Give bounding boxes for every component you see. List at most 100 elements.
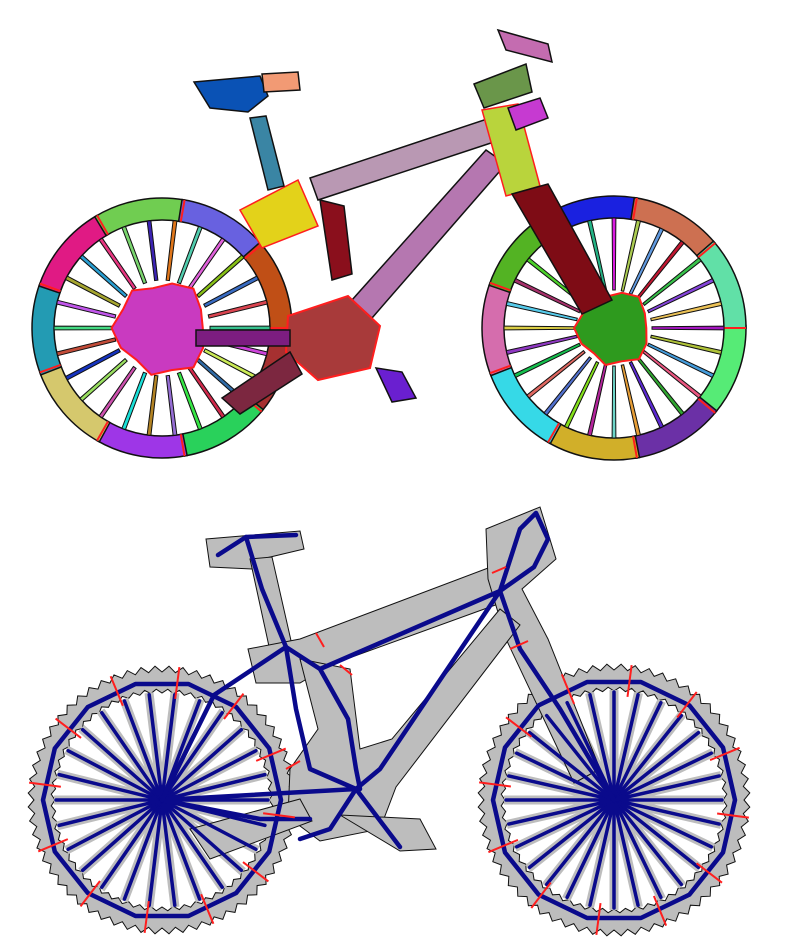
rear-spoke <box>165 374 178 436</box>
front-tire-boundary <box>489 364 511 375</box>
front-boundary-mark <box>695 862 723 884</box>
rear-spoke <box>146 374 159 436</box>
front-spoke <box>642 257 702 307</box>
front-spoke-skeleton <box>514 751 616 802</box>
handlebar-end <box>496 28 553 64</box>
rear-boundary-mark <box>29 781 61 788</box>
front-spoke-skeleton <box>514 798 616 849</box>
seat-post <box>249 115 285 191</box>
front-tire-boundary <box>632 197 638 220</box>
rear-spoke-skeleton <box>122 798 164 901</box>
rear-tire-boundary <box>39 282 61 293</box>
rear-spoke-skeleton <box>160 798 177 907</box>
rear-boundary-mark <box>174 667 181 699</box>
rear-spoke-skeleton <box>147 693 164 802</box>
rear-spoke-skeleton <box>160 711 224 802</box>
rear-spoke <box>79 254 128 299</box>
rear-spoke-skeleton <box>100 711 164 802</box>
stem <box>473 62 533 109</box>
frame-skeleton-edge <box>159 644 289 803</box>
front-spoke-skeleton <box>565 798 616 900</box>
frame-silhouette <box>189 798 313 860</box>
front-boundary-mark <box>652 895 668 926</box>
frame <box>192 28 614 415</box>
frame-boundary-mark <box>285 760 301 770</box>
front-spoke-skeleton <box>612 700 663 802</box>
front-spoke-skeleton <box>612 713 684 802</box>
front-tire-boundary <box>547 422 560 443</box>
rear-spoke <box>98 365 137 419</box>
rear-spoke <box>98 237 137 291</box>
front-spoke <box>611 217 617 291</box>
rear-boundary-mark <box>143 901 150 933</box>
rear-spoke <box>165 220 178 282</box>
rear-tire-segment <box>38 363 111 443</box>
front-spoke <box>543 356 593 416</box>
frame-boundary-mark <box>491 566 507 574</box>
front-tire-boundary <box>697 242 716 259</box>
rear-spoke-skeleton <box>160 748 258 802</box>
front-spoke-skeleton <box>612 730 701 802</box>
rear-spoke <box>121 371 148 431</box>
front-spoke <box>505 300 578 322</box>
front-spoke <box>503 325 577 331</box>
front-boundary-mark <box>560 674 576 705</box>
rear-spoke <box>207 299 268 319</box>
rear-spoke-skeleton <box>160 798 202 901</box>
rear-tire-boundary <box>39 363 61 374</box>
front-spoke <box>646 277 715 314</box>
front-spoke-skeleton <box>544 798 616 887</box>
rear-spoke <box>121 225 148 285</box>
frame-skeleton-edge <box>159 797 313 822</box>
rear-tire-segment <box>93 197 186 237</box>
front-tire-boundary <box>632 436 638 459</box>
front-wheel <box>481 195 747 461</box>
rear-spoke-skeleton <box>100 798 164 889</box>
rear-spoke-skeleton <box>160 798 244 873</box>
rear-spoke <box>203 275 260 308</box>
front-spoke <box>620 219 642 292</box>
brake-lever <box>507 97 549 131</box>
rear-boundary-mark <box>223 693 245 720</box>
rear-boundary-mark <box>55 717 82 739</box>
rear-spoke-skeleton <box>160 772 267 802</box>
front-hub <box>572 291 648 367</box>
front-spoke-skeleton <box>506 798 616 826</box>
rear-spoke <box>79 357 128 402</box>
rear-boundary-mark <box>200 893 215 925</box>
rear-hub <box>110 282 205 376</box>
front-boundary-mark <box>626 665 633 698</box>
front-spoke-skeleton <box>588 798 616 908</box>
front-spoke-skeleton <box>544 713 616 802</box>
seat-tube <box>319 198 353 281</box>
rear-spoke-skeleton <box>66 748 164 802</box>
frame-skeleton-edge <box>283 644 359 792</box>
front-spoke <box>650 300 723 322</box>
rear-spoke-skeleton <box>160 693 177 802</box>
rear-spoke <box>64 348 121 381</box>
front-spoke-skeleton <box>612 774 722 802</box>
rear-spoke-skeleton <box>160 727 244 802</box>
rear-spoke <box>53 325 115 331</box>
chain-ring <box>220 350 303 415</box>
front-spoke-skeleton <box>612 798 714 849</box>
rear-wheel <box>31 197 293 459</box>
rear-spoke-skeleton <box>147 798 164 907</box>
front-spoke-skeleton <box>612 798 663 900</box>
frame-silhouette <box>247 564 513 684</box>
front-boundary-mark <box>488 838 519 854</box>
skeleton-panel <box>0 469 796 938</box>
front-boundary-mark <box>505 716 533 738</box>
rear-spoke <box>56 337 117 357</box>
segment-boundaries <box>29 566 749 935</box>
rear-spoke-skeleton <box>57 772 164 802</box>
front-spoke-skeleton <box>612 798 722 826</box>
segmentation-panel <box>31 28 747 461</box>
saddle-tip <box>261 71 301 93</box>
front-spoke <box>628 360 665 429</box>
saddle <box>192 75 269 113</box>
rear-boundary-mark <box>79 880 101 907</box>
front-boundary-mark <box>709 746 740 762</box>
frame-boundary-mark <box>339 664 353 676</box>
front-spoke-skeleton <box>588 692 616 802</box>
